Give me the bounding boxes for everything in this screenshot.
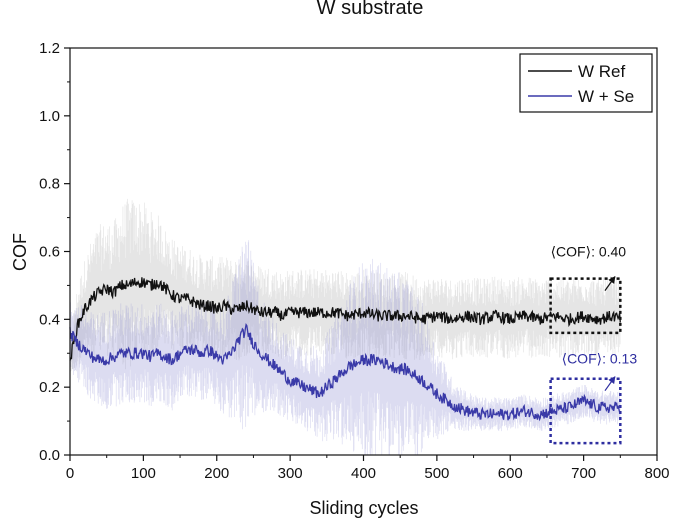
x-tick-label: 800 xyxy=(644,465,669,482)
annotation-label: ⟨COF⟩: 0.40 xyxy=(551,244,627,260)
x-tick-label: 0 xyxy=(66,465,74,482)
x-tick-label: 700 xyxy=(571,465,596,482)
x-tick-label: 300 xyxy=(278,465,303,482)
y-tick-label: 0.0 xyxy=(39,447,60,464)
y-tick-label: 0.8 xyxy=(39,176,60,193)
x-tick-label: 100 xyxy=(131,465,156,482)
x-axis-label: Sliding cycles xyxy=(309,498,418,518)
y-axis-label: COF xyxy=(10,233,30,271)
x-tick-label: 500 xyxy=(424,465,449,482)
x-tick-label: 600 xyxy=(498,465,523,482)
y-tick-label: 0.6 xyxy=(39,244,60,261)
y-tick-label: 0.4 xyxy=(39,311,60,328)
y-tick-label: 0.2 xyxy=(39,379,60,396)
legend: W Ref W + Se xyxy=(520,54,652,112)
y-tick-label: 1.2 xyxy=(39,40,60,57)
y-tick-label: 1.0 xyxy=(39,108,60,125)
chart-title: W substrate xyxy=(317,0,424,19)
x-tick-label: 400 xyxy=(351,465,376,482)
legend-label: W Ref xyxy=(578,62,626,81)
annotation-label: ⟨COF⟩: 0.13 xyxy=(562,350,638,366)
x-tick-label: 200 xyxy=(204,465,229,482)
legend-label: W + Se xyxy=(578,87,634,106)
